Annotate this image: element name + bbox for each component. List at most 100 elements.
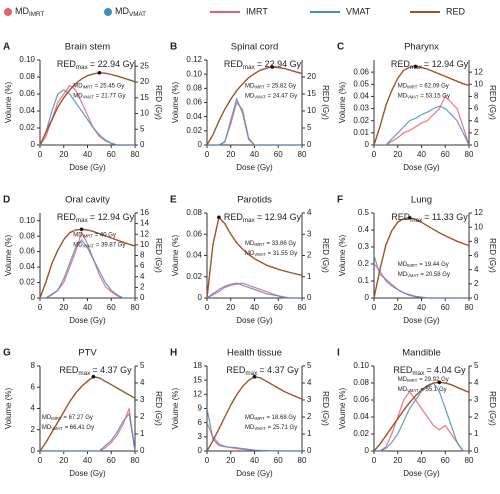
label-rest: = 31.55 Gy — [268, 250, 298, 256]
label: MDIMRT = 40 Gy — [73, 232, 116, 239]
label: MDVMAT = 21.77 Gy — [73, 93, 125, 100]
series-line — [206, 282, 302, 299]
label-rest: = 53.15 Gy — [420, 93, 450, 99]
y2-tick-label: 4 — [140, 272, 145, 281]
label: MDVMAT = 66.41 Gy — [42, 425, 94, 432]
y2-tick-label: 12 — [140, 229, 149, 238]
y2-tick-label: 0 — [307, 293, 312, 302]
y-tick-label: 0.10 — [353, 361, 369, 370]
x-tick-label: 80 — [298, 150, 307, 159]
series-line — [374, 382, 469, 452]
y-tick-label: 0.04 — [19, 106, 35, 115]
x-tick-label: 80 — [131, 150, 140, 159]
label: MDVMAT = 55.1 Gy — [398, 386, 447, 393]
x-axis-label: Dose (Gy) — [69, 316, 106, 325]
panel-letter: A — [3, 42, 10, 53]
label-sub: max — [410, 64, 423, 71]
label-rest: = 25.45 Gy — [95, 83, 125, 89]
x-tick-label: 0 — [38, 456, 43, 465]
label-sub: VMAT — [83, 243, 95, 248]
x-tick-label: 40 — [83, 150, 92, 159]
red-max-point — [252, 374, 257, 379]
x-tick-label: 0 — [38, 303, 43, 312]
panel-title: PTV — [78, 348, 97, 359]
label-main: MD — [15, 6, 29, 16]
label-main: MD — [73, 93, 83, 99]
label-rest: = 25.71 Gy — [268, 425, 298, 431]
y-axis-label: Volume (%) — [4, 387, 13, 429]
series-line — [373, 255, 469, 299]
y-tick-label: 0.04 — [353, 412, 369, 421]
x-tick-label: 40 — [417, 456, 426, 465]
panel-title: Mandible — [402, 348, 441, 359]
x-tick-label: 80 — [131, 456, 140, 465]
y-tick-label: 0 — [365, 293, 370, 302]
y-tick-label: 0.08 — [19, 231, 35, 240]
y2-tick-label: 0 — [140, 140, 145, 149]
y2-tick-label: 5 — [140, 361, 145, 370]
label-sub: max — [245, 370, 258, 377]
red-max-point — [91, 374, 96, 379]
y-axis-label: Volume (%) — [4, 234, 13, 276]
label-sub: IMRT — [254, 242, 265, 247]
y-tick-label: 8 — [31, 361, 36, 370]
y-axis-label: Volume (%) — [171, 81, 180, 123]
label: MDIMRT = 62.09 Gy — [398, 83, 449, 90]
y2-tick-label: 5 — [307, 123, 312, 132]
label-sub: VMAT — [254, 252, 266, 257]
panel-title: Oral cavity — [65, 195, 110, 206]
label-rest: = 19.44 Gy — [419, 262, 449, 268]
y2-tick-label: 20 — [307, 72, 316, 81]
y2-tick-label: 15 — [140, 93, 149, 102]
y2-tick-label: 16 — [140, 208, 149, 217]
y-tick-label: 0.06 — [19, 247, 35, 256]
label-rest: = 66.41 Gy — [65, 425, 95, 431]
panel-letter: G — [3, 348, 11, 359]
y2-tick-label: 2 — [140, 282, 145, 291]
x-tick-label: 40 — [250, 456, 259, 465]
label: REDmax = 4.37 Gy — [59, 365, 132, 376]
panel-title: Parotids — [237, 195, 272, 206]
y2-tick-label: 1 — [140, 429, 145, 438]
label-sub: IMRT — [51, 416, 62, 421]
label: REDmax = 4.04 Gy — [393, 365, 466, 376]
series-line — [39, 228, 136, 299]
y-tick-label: 0.4 — [358, 225, 370, 234]
y2-tick-label: 0 — [140, 446, 145, 455]
label-sub: max — [412, 370, 425, 377]
label: MDVMAT = 39.87 Gy — [73, 242, 125, 249]
x-tick-label: 60 — [441, 150, 450, 159]
label: MDVMAT = 20.58 Gy — [398, 272, 450, 279]
label: REDmax = 4.37 Gy — [226, 365, 299, 376]
y-tick-label: 0.01 — [353, 128, 369, 137]
label-main: RED — [393, 365, 413, 375]
red-max-point — [413, 64, 418, 69]
y-tick-label: 0.02 — [19, 278, 35, 287]
series-line — [40, 412, 136, 452]
label-main: RED — [391, 212, 411, 222]
label-main: RED — [224, 212, 244, 222]
y2-tick-label: 10 — [474, 222, 483, 231]
label-rest: = 4.37 Gy — [92, 365, 132, 375]
label: MDIMRT = 25.82 Gy — [245, 83, 296, 90]
y2-tick-label: 2 — [474, 412, 479, 421]
y2-tick-label: 1 — [474, 429, 479, 438]
y-tick-label: 0.10 — [186, 69, 202, 78]
y2-tick-label: 10 — [140, 240, 149, 249]
x-tick-label: 40 — [417, 303, 426, 312]
x-tick-label: 60 — [441, 456, 450, 465]
label-main: MD — [245, 250, 255, 256]
y2-tick-label: 2 — [307, 412, 312, 421]
y-axis-label: Volume (%) — [171, 234, 180, 276]
x-tick-label: 60 — [107, 150, 116, 159]
y-tick-label: 0.2 — [358, 259, 370, 268]
legend-label: RED — [446, 6, 466, 16]
legend-marker — [4, 8, 12, 16]
y-tick-label: 0.04 — [186, 112, 202, 121]
label: REDmax = 22.94 Gy — [57, 59, 135, 70]
label-sub: IMRT — [407, 378, 418, 383]
series-line — [373, 65, 470, 146]
y2-tick-label: 15 — [307, 89, 316, 98]
label: MDIMRT = 33.86 Gy — [245, 240, 296, 247]
panel-letter: B — [170, 42, 177, 53]
